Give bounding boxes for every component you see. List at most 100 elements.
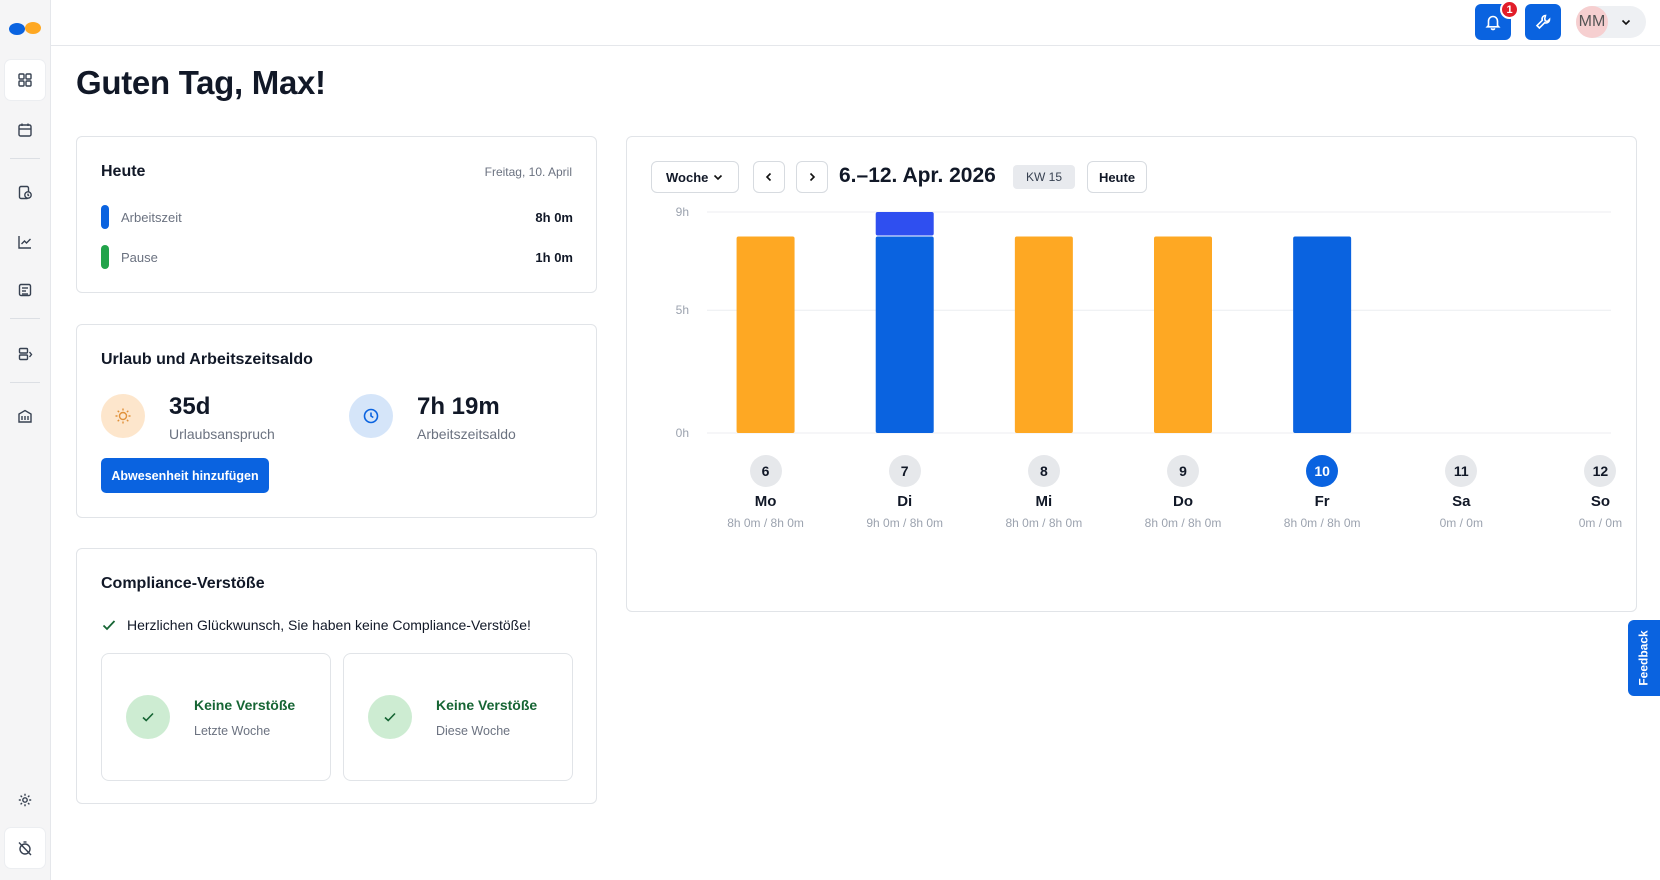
day-column-do: 9 Do 8h 0m / 8h 0m (1133, 455, 1233, 530)
tools-button[interactable] (1525, 4, 1561, 40)
notifications-button[interactable]: 1 (1475, 0, 1519, 40)
compliance-check-circle (368, 695, 412, 739)
day-number[interactable]: 10 (1306, 455, 1339, 487)
sidebar-item-dashboard[interactable] (5, 60, 45, 100)
sidebar-item-organization[interactable] (5, 396, 45, 436)
week-number-badge: KW 15 (1013, 165, 1075, 189)
compliance-title: Compliance-Verstöße (101, 575, 265, 592)
clock-icon (363, 408, 379, 424)
page-title: Guten Tag, Max! (76, 64, 326, 101)
previous-week-button[interactable] (753, 161, 785, 193)
day-name: Do (1173, 493, 1193, 510)
day-name: Sa (1452, 493, 1471, 510)
chevron-right-icon (809, 172, 816, 182)
compliance-this-week-card: Keine Verstöße Diese Woche (343, 653, 573, 781)
y-tick-label: 5h (676, 303, 689, 317)
sidebar-divider (10, 382, 40, 383)
day-number[interactable]: 11 (1445, 455, 1478, 487)
day-column-mo: 6 Mo 8h 0m / 8h 0m (716, 455, 816, 530)
worktime-color-bar (101, 205, 109, 229)
vacation-value: 35d (169, 393, 211, 420)
sidebar-item-timer-off[interactable] (5, 828, 45, 868)
user-menu[interactable]: MM (1576, 6, 1646, 38)
feedback-tab[interactable]: Feedback (1628, 620, 1660, 696)
dashboard-icon (18, 73, 32, 87)
day-number[interactable]: 12 (1584, 455, 1617, 487)
compliance-last-week-card: Keine Verstöße Letzte Woche (101, 653, 331, 781)
topbar: 1 MM (51, 0, 1660, 46)
calendar-icon (18, 123, 32, 137)
hours-bar-chart: 9h 5h 0h (676, 205, 1611, 440)
add-absence-button[interactable]: Abwesenheit hinzufügen (101, 458, 269, 493)
checkmark-icon (102, 620, 116, 631)
checkmark-icon (142, 712, 154, 722)
day-hours: 0m / 0m (1578, 516, 1623, 530)
sidebar-item-reports[interactable] (5, 222, 45, 262)
day-column-di: 7 Di 9h 0m / 8h 0m (855, 455, 955, 530)
chevron-down-icon (1621, 19, 1631, 26)
day-number[interactable]: 8 (1027, 455, 1060, 487)
view-select-value: Woche (666, 169, 709, 185)
sidebar-divider (10, 318, 40, 319)
wrench-icon (1535, 14, 1551, 30)
compliance-last-week-label: Letzte Woche (194, 724, 271, 738)
sidebar-item-calendar[interactable] (5, 110, 45, 150)
sidebar-item-time-tracking[interactable] (5, 172, 45, 212)
planning-icon (18, 347, 33, 361)
compliance-card: Compliance-Verstöße Herzlichen Glückwuns… (76, 548, 597, 804)
compliance-this-week-label: Diese Woche (436, 724, 511, 738)
chevron-down-icon (713, 174, 723, 181)
bar-mi[interactable] (1014, 236, 1073, 433)
bar-fr[interactable] (1293, 236, 1352, 433)
app-logo[interactable] (8, 20, 42, 36)
worktime-label: Arbeitszeit (121, 210, 182, 225)
pause-label: Pause (121, 250, 158, 265)
day-column-sa: 11 Sa 0m / 0m (1411, 455, 1511, 530)
compliance-message-text: Herzlichen Glückwunsch, Sie haben keine … (127, 617, 531, 633)
notification-badge: 1 (1500, 0, 1519, 19)
compliance-this-week-title: Keine Verstöße (436, 697, 538, 713)
week-chart-card: Woche 6.–12. Apr. 2026 KW 15 Heute 9h 5h 0… (626, 136, 1637, 612)
worktime-value: 8h 0m (535, 210, 573, 225)
compliance-message: Herzlichen Glückwunsch, Sie haben keine … (101, 617, 531, 633)
day-column-so: 12 So 0m / 0m (1550, 455, 1650, 530)
feedback-label: Feedback (1637, 630, 1652, 686)
clipboard-clock-icon (18, 185, 32, 200)
day-hours: 8h 0m / 8h 0m (1005, 516, 1083, 530)
line-chart-icon (18, 236, 31, 249)
sidebar-item-settings[interactable] (5, 780, 45, 820)
week-range: 6.–12. Apr. 2026 (839, 164, 996, 187)
today-card: Heute Freitag, 10. April Arbeitszeit 8h … (76, 136, 597, 293)
compliance-last-week-title: Keine Verstöße (194, 697, 296, 713)
sidebar-item-list[interactable] (5, 270, 45, 310)
bar-mo[interactable] (736, 236, 795, 433)
view-select[interactable]: Woche (651, 161, 739, 193)
vacation-stat-circle (101, 394, 145, 438)
sidebar-item-planning[interactable] (5, 334, 45, 374)
day-hours: 8h 0m / 8h 0m (1144, 516, 1222, 530)
y-tick-label: 9h (676, 205, 689, 219)
avatar: MM (1576, 6, 1608, 38)
y-tick-label: 0h (676, 426, 689, 440)
day-hours: 9h 0m / 8h 0m (866, 516, 944, 530)
day-number[interactable]: 7 (888, 455, 921, 487)
balance-stat-circle (349, 394, 393, 438)
day-number[interactable]: 6 (749, 455, 782, 487)
day-name: Di (897, 493, 913, 510)
today-button[interactable]: Heute (1087, 161, 1147, 193)
bar-do[interactable] (1154, 236, 1212, 433)
bar-di[interactable] (875, 236, 934, 433)
today-title: Heute (101, 163, 146, 180)
chevron-left-icon (765, 172, 772, 182)
balance-value: 7h 19m (417, 393, 500, 420)
day-name: Mo (754, 493, 777, 510)
overtime-bar-di[interactable] (875, 212, 934, 236)
day-column-fr: 10 Fr 8h 0m / 8h 0m (1272, 455, 1372, 530)
next-week-button[interactable] (796, 161, 828, 193)
day-number[interactable]: 9 (1167, 455, 1199, 487)
compliance-check-circle (126, 695, 170, 739)
day-hours: 8h 0m / 8h 0m (727, 516, 804, 530)
checkmark-icon (384, 712, 396, 722)
sidebar-divider (10, 158, 40, 159)
day-name: Mi (1035, 493, 1053, 510)
